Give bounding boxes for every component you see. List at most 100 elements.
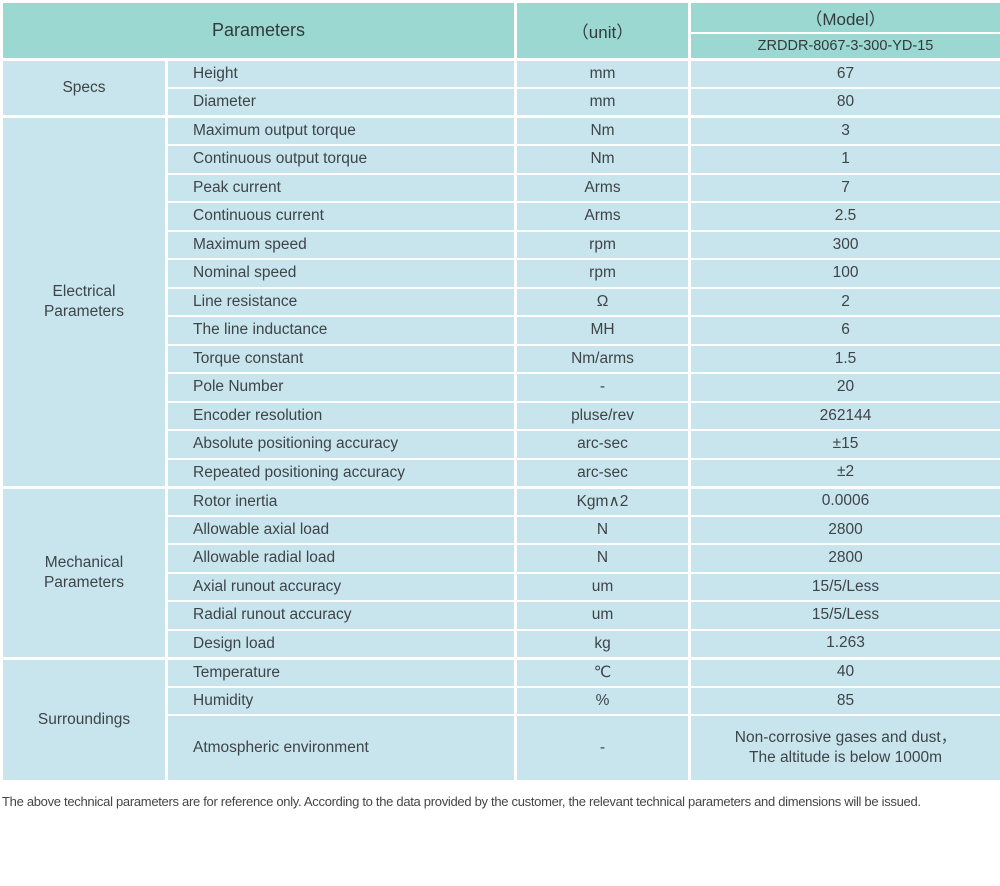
param-cell: Radial runout accuracy — [164, 600, 518, 631]
value-cell: 80 — [688, 87, 1000, 118]
param-cell: Repeated positioning accuracy — [164, 457, 518, 488]
value-cell: ±15 — [688, 429, 1000, 460]
table-row: Electrical Parameters Maximum output torq… — [0, 115, 1000, 488]
table-row: Absolute positioning accuracy arc-sec ±15 — [2, 429, 1000, 460]
unit-cell: - — [514, 372, 692, 403]
table-header: Parameters （unit） （Model） ZRDDR-8067-3-3… — [0, 0, 1000, 61]
unit-cell: - — [514, 714, 692, 782]
value-cell: 300 — [688, 229, 1000, 260]
value-cell: 2.5 — [688, 201, 1000, 232]
param-cell: Allowable axial load — [164, 514, 518, 545]
value-cell: 0.0006 — [688, 485, 1000, 517]
value-cell: 262144 — [688, 400, 1000, 431]
header-model: （Model） — [688, 0, 1000, 34]
table-row: Allowable axial load N 2800 — [2, 514, 1000, 545]
value-cell: 7 — [688, 172, 1000, 203]
table-row: Torque constant Nm/arms 1.5 — [2, 343, 1000, 374]
category-cell: Electrical Parameters — [0, 115, 168, 488]
value-cell: 20 — [688, 372, 1000, 403]
value-cell: 67 — [688, 58, 1000, 89]
unit-cell: pluse/rev — [514, 400, 692, 431]
value-cell: 15/5/Less — [688, 600, 1000, 631]
param-cell: Nominal speed — [164, 258, 518, 289]
param-cell: The line inductance — [164, 315, 518, 346]
table-row: Mechanical Parameters Rotor inertia Kgm∧2 0… — [0, 485, 1000, 659]
param-cell: Design load — [164, 628, 518, 659]
unit-cell: ℃ — [514, 656, 692, 688]
table-row: Encoder resolution pluse/rev 262144 — [2, 400, 1000, 431]
param-cell: Humidity — [164, 685, 518, 716]
unit-cell: arc-sec — [514, 429, 692, 460]
param-cell: Rotor inertia — [164, 485, 518, 517]
value-cell: 1 — [688, 144, 1000, 175]
param-cell: Allowable radial load — [164, 543, 518, 574]
value-cell: 3 — [688, 115, 1000, 146]
param-cell: Pole Number — [164, 372, 518, 403]
table-row: Repeated positioning accuracy arc-sec ±2 — [2, 457, 1000, 488]
unit-cell: kg — [514, 628, 692, 659]
value-cell: 100 — [688, 258, 1000, 289]
unit-cell: Nm — [514, 144, 692, 175]
specification-table: Parameters （unit） （Model） ZRDDR-8067-3-3… — [0, 0, 1000, 783]
table-row: Diameter mm 80 — [2, 87, 1000, 118]
table-row: Line resistance Ω 2 — [2, 286, 1000, 317]
header-parameters: Parameters — [0, 0, 518, 61]
value-cell: 2800 — [688, 514, 1000, 545]
category-cell: Specs — [0, 58, 168, 118]
param-cell: Temperature — [164, 656, 518, 688]
table-row: The line inductance MH 6 — [2, 315, 1000, 346]
table-row: Atmospheric environment - Non-corrosive ga… — [2, 714, 1000, 782]
value-cell: 2800 — [688, 543, 1000, 574]
unit-cell: mm — [514, 87, 692, 118]
value-cell: ±2 — [688, 457, 1000, 488]
unit-cell: N — [514, 514, 692, 545]
value-cell: 1.263 — [688, 628, 1000, 659]
table-row: Continuous current Arms 2.5 — [2, 201, 1000, 232]
unit-cell: mm — [514, 58, 692, 89]
value-cell: 40 — [688, 656, 1000, 688]
footnote-text: The above technical parameters are for r… — [2, 793, 921, 809]
unit-cell: um — [514, 600, 692, 631]
param-cell: Encoder resolution — [164, 400, 518, 431]
unit-cell: arc-sec — [514, 457, 692, 488]
unit-cell: rpm — [514, 258, 692, 289]
unit-cell: MH — [514, 315, 692, 346]
unit-cell: % — [514, 685, 692, 716]
table-row: Pole Number -20 — [2, 372, 1000, 403]
param-cell: Maximum speed — [164, 229, 518, 260]
param-cell: Continuous output torque — [164, 144, 518, 175]
category-cell: Surroundings — [0, 656, 168, 782]
table-row: Specs Height mm 67 — [0, 58, 1000, 118]
table-row: Allowable radial load N 2800 — [2, 543, 1000, 574]
header-model-row: ZRDDR-8067-3-300-YD-15 — [2, 31, 1000, 61]
value-cell: 85 — [688, 685, 1000, 716]
param-cell: Absolute positioning accuracy — [164, 429, 518, 460]
unit-cell: um — [514, 571, 692, 602]
unit-cell: Ω — [514, 286, 692, 317]
value-cell: 2 — [688, 286, 1000, 317]
param-cell: Peak current — [164, 172, 518, 203]
table-row: Surroundings Temperature ℃ 40 — [0, 656, 1000, 782]
table-row: Continuous output torque Nm 1 — [2, 144, 1000, 175]
param-cell: Axial runout accuracy — [164, 571, 518, 602]
param-cell: Torque constant — [164, 343, 518, 374]
value-cell: Non-corrosive gases and dust， The altitu… — [688, 714, 1000, 782]
unit-cell: N — [514, 543, 692, 574]
value-cell: 1.5 — [688, 343, 1000, 374]
param-cell: Continuous current — [164, 201, 518, 232]
param-cell: Maximum output torque — [164, 115, 518, 146]
unit-cell: rpm — [514, 229, 692, 260]
unit-cell: Kgm∧2 — [514, 485, 692, 517]
param-cell: Diameter — [164, 87, 518, 118]
header-unit: （unit） — [514, 0, 692, 61]
param-cell: Line resistance — [164, 286, 518, 317]
table-body: Specs Height mm 67 Diameter mm 80 Electrical Pa… — [0, 58, 1000, 782]
param-cell: Atmospheric environment — [164, 714, 518, 782]
header-model-number: ZRDDR-8067-3-300-YD-15 — [688, 31, 1000, 61]
param-cell: Height — [164, 58, 518, 89]
unit-cell: Nm/arms — [514, 343, 692, 374]
unit-cell: Arms — [514, 201, 692, 232]
table-row: Maximum speed rpm 300 — [2, 229, 1000, 260]
category-cell: Mechanical Parameters — [0, 485, 168, 659]
unit-cell: Nm — [514, 115, 692, 146]
